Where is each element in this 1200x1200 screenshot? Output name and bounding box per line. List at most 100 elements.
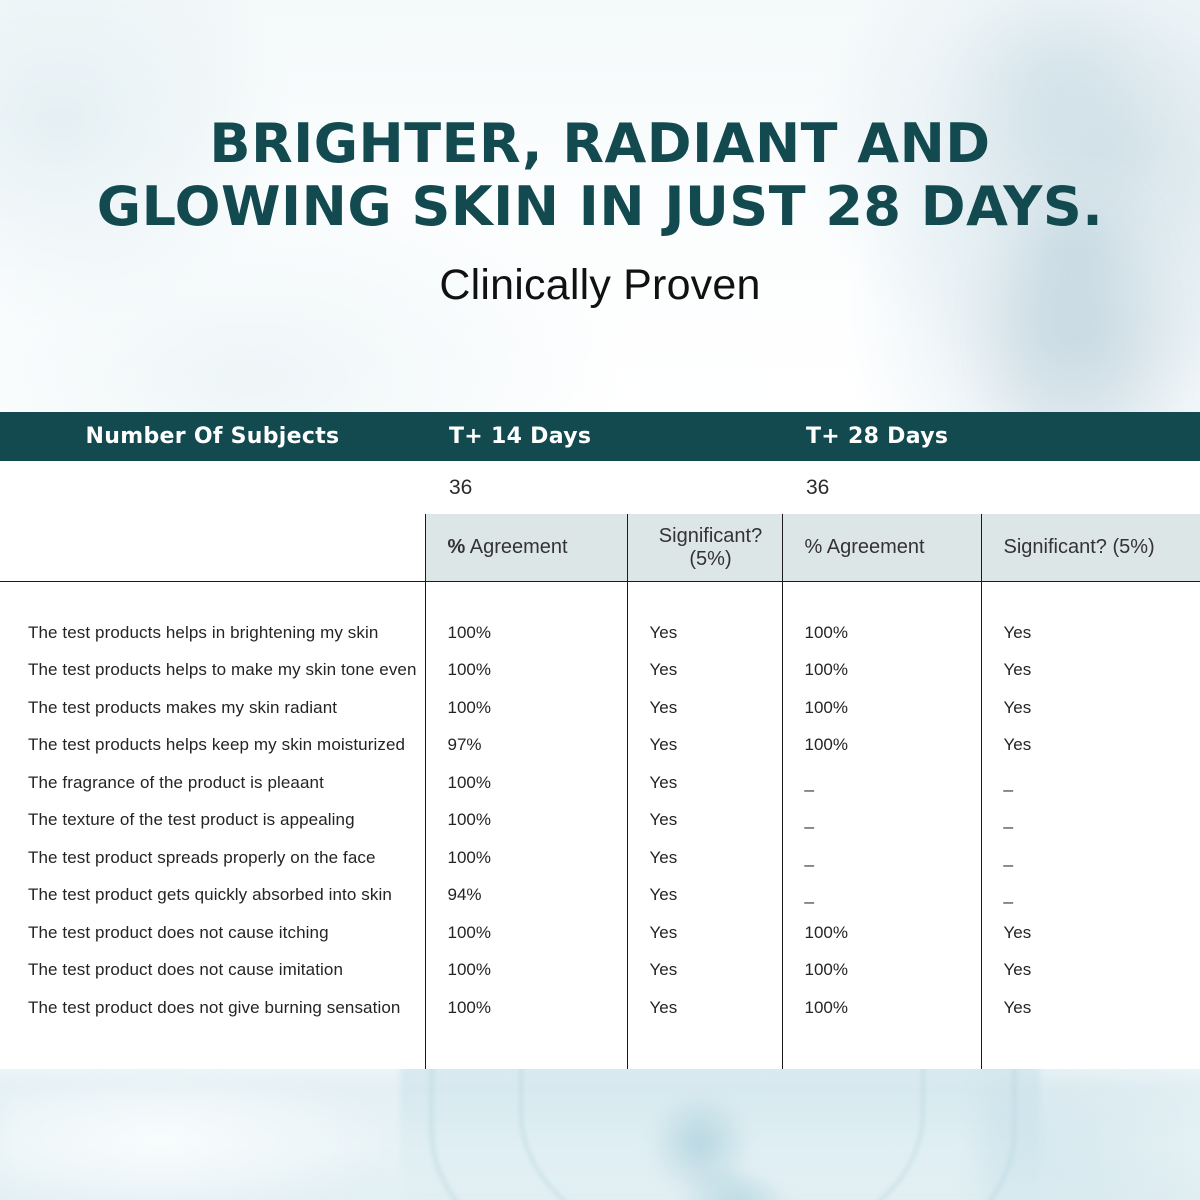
- cell-significant-t28: Yes: [981, 951, 1200, 989]
- gap-cell-statement: [0, 581, 426, 614]
- subheader-gap-row: [0, 581, 1200, 614]
- cell-statement: The test products helps keep my skin moi…: [0, 726, 426, 764]
- title-line-1: BRIGHTER, RADIANT AND: [209, 112, 991, 175]
- table-row: The texture of the test product is appea…: [0, 801, 1200, 839]
- percent-symbol: %: [447, 536, 466, 558]
- cell-agreement-t28: 100%: [782, 651, 982, 689]
- subheader-significant-t14: Significant? (5%): [627, 514, 783, 582]
- cell-significant-t14: Yes: [627, 951, 783, 989]
- cell-agreement-t14: 100%: [425, 914, 628, 952]
- gap-cell-agree14: [425, 581, 628, 614]
- table-subheader-row: % Agreement Significant? (5%) % Agreemen…: [0, 514, 1200, 582]
- cell-agreement-t28: 100%: [782, 989, 982, 1027]
- glass-highlight-1: [624, 1073, 776, 1200]
- glass-inner-arc: [520, 1064, 924, 1200]
- table-row: The test product gets quickly absorbed i…: [0, 876, 1200, 914]
- tail-cell-sig14: [627, 1026, 783, 1069]
- cell-agreement-t14: 94%: [425, 876, 628, 914]
- cell-significant-t14: Yes: [627, 614, 783, 652]
- cell-agreement-t14: 97%: [425, 726, 628, 764]
- cell-significant-t28: Yes: [981, 651, 1200, 689]
- cell-statement: The test product spreads properly on the…: [0, 839, 426, 877]
- subject-count-empty-cell: [0, 461, 425, 514]
- subheader-empty-cell: [0, 514, 426, 582]
- table-row: The test products helps in brightening m…: [0, 614, 1200, 652]
- cell-agreement-t14: 100%: [425, 689, 628, 727]
- results-table-container: Number Of Subjects T+ 14 Days T+ 28 Days…: [0, 412, 1200, 1069]
- cell-significant-t28: Yes: [981, 914, 1200, 952]
- heading-block: BRIGHTER, RADIANT AND GLOWING SKIN IN JU…: [0, 112, 1200, 310]
- cell-significant-t28: Yes: [981, 689, 1200, 727]
- subheader-agreement-t28: % Agreement: [782, 514, 982, 582]
- cell-agreement-t14: 100%: [425, 651, 628, 689]
- cell-significant-t28: _: [981, 764, 1200, 802]
- cell-significant-t14: Yes: [627, 689, 783, 727]
- cell-agreement-t28: _: [782, 801, 982, 839]
- cell-agreement-t28: _: [782, 764, 982, 802]
- table-row: The test product does not cause imitatio…: [0, 951, 1200, 989]
- cell-agreement-t28: 100%: [782, 689, 982, 727]
- table-header-row: Number Of Subjects T+ 14 Days T+ 28 Days: [0, 412, 1200, 461]
- table-row: The test product does not give burning s…: [0, 989, 1200, 1027]
- table-row: The fragrance of the product is pleaant 1…: [0, 764, 1200, 802]
- header-number-of-subjects: Number Of Subjects: [0, 412, 425, 461]
- table-row: The test products helps to make my skin …: [0, 651, 1200, 689]
- page-title: BRIGHTER, RADIANT AND GLOWING SKIN IN JU…: [0, 112, 1200, 238]
- cell-significant-t14: Yes: [627, 764, 783, 802]
- table-row: The test product spreads properly on the…: [0, 839, 1200, 877]
- cell-agreement-t14: 100%: [425, 614, 628, 652]
- table-row: The test products makes my skin radiant 1…: [0, 689, 1200, 727]
- cell-significant-t14: Yes: [627, 989, 783, 1027]
- header-t14-days: T+ 14 Days: [425, 412, 782, 461]
- cell-statement: The test products helps to make my skin …: [0, 651, 426, 689]
- tail-cell-agree14: [425, 1026, 628, 1069]
- table-row: The test product does not cause itching 1…: [0, 914, 1200, 952]
- cell-agreement-t14: 100%: [425, 951, 628, 989]
- cell-significant-t14: Yes: [627, 651, 783, 689]
- tail-cell-sig28: [981, 1026, 1200, 1069]
- cell-significant-t28: Yes: [981, 726, 1200, 764]
- cell-significant-t28: Yes: [981, 614, 1200, 652]
- bottom-left-haze: [0, 1084, 400, 1200]
- cell-agreement-t28: 100%: [782, 614, 982, 652]
- tail-cell-agree28: [782, 1026, 982, 1069]
- page-subtitle: Clinically Proven: [439, 261, 761, 309]
- header-t28-days: T+ 28 Days: [782, 412, 1200, 461]
- cell-statement: The test product gets quickly absorbed i…: [0, 876, 426, 914]
- cell-statement: The test products makes my skin radiant: [0, 689, 426, 727]
- gap-cell-sig14: [627, 581, 783, 614]
- cell-agreement-t28: _: [782, 876, 982, 914]
- subject-count-row: 36 36: [0, 461, 1200, 514]
- table-trailing-row: [0, 1026, 1200, 1069]
- cell-significant-t14: Yes: [627, 839, 783, 877]
- cell-agreement-t28: 100%: [782, 951, 982, 989]
- gap-cell-sig28: [981, 581, 1200, 614]
- subheader-agreement-t14: % Agreement: [425, 514, 628, 582]
- cell-statement: The fragrance of the product is pleaant: [0, 764, 426, 802]
- cell-significant-t28: Yes: [981, 989, 1200, 1027]
- table-row: The test products helps keep my skin moi…: [0, 726, 1200, 764]
- cell-significant-t14: Yes: [627, 726, 783, 764]
- cell-statement: The test product does not cause itching: [0, 914, 426, 952]
- cell-statement: The test products helps in brightening m…: [0, 614, 426, 652]
- glass-rim-arc: [430, 1066, 1016, 1200]
- subheader-significant-t28: Significant? (5%): [981, 514, 1200, 582]
- cell-statement: The texture of the test product is appea…: [0, 801, 426, 839]
- cell-significant-t28: _: [981, 801, 1200, 839]
- subject-count-t14: 36: [425, 461, 782, 514]
- cell-agreement-t28: 100%: [782, 726, 982, 764]
- cell-significant-t14: Yes: [627, 801, 783, 839]
- cell-agreement-t28: _: [782, 839, 982, 877]
- glass-highlight-2: [652, 1152, 818, 1200]
- clinical-results-table: Number Of Subjects T+ 14 Days T+ 28 Days…: [0, 412, 1200, 1069]
- cell-significant-t28: _: [981, 876, 1200, 914]
- cell-statement: The test product does not give burning s…: [0, 989, 426, 1027]
- glass-bowl-shape: [400, 1064, 1040, 1200]
- cell-agreement-t14: 100%: [425, 801, 628, 839]
- cell-agreement-t28: 100%: [782, 914, 982, 952]
- gap-cell-agree28: [782, 581, 982, 614]
- cell-significant-t28: _: [981, 839, 1200, 877]
- cell-agreement-t14: 100%: [425, 839, 628, 877]
- agreement-label-t14: Agreement: [465, 536, 568, 558]
